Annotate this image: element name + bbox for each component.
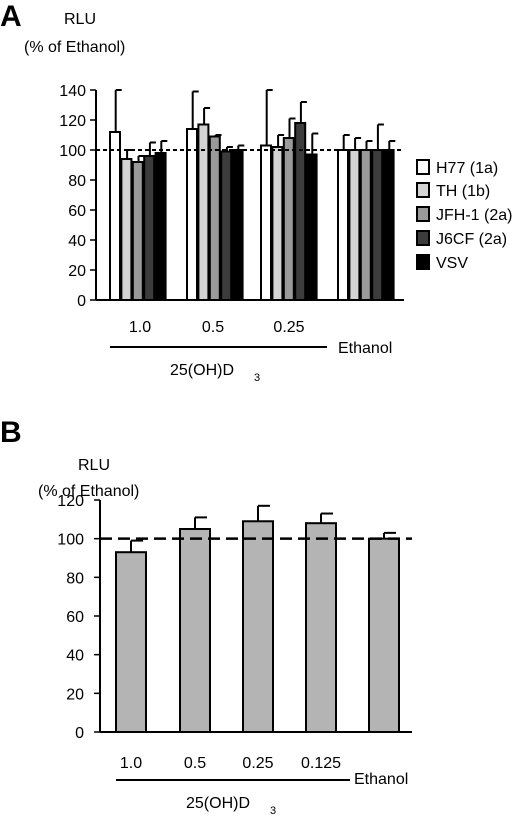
- panel-a-legend-label: TH (1b): [436, 183, 490, 200]
- panel-b-bar: [305, 522, 337, 734]
- panel-b-control-label: Ethanol: [354, 771, 408, 788]
- panel-a-legend-swatch: [416, 206, 430, 222]
- panel-b-y-tick-label: 100: [57, 532, 84, 549]
- panel-a-y-tick-label: 0: [77, 293, 86, 310]
- panel-b-bar: [115, 551, 147, 734]
- panel-b-bar: [242, 520, 274, 733]
- panel-b-group-label-subscript: 3: [270, 805, 276, 817]
- panel-a-group-label: 25(OH)D: [170, 362, 234, 379]
- panel-a-bar: [348, 149, 361, 301]
- panel-a-y-tick-label: 80: [68, 173, 86, 190]
- panel-a-bar: [271, 146, 284, 301]
- panel-a-legend-label: H77 (1a): [436, 160, 498, 177]
- panel-a-group-label-subscript: 3: [254, 372, 260, 384]
- panel-b-ylabel-line2: (% of Ethanol): [38, 483, 139, 500]
- panel-b-y-tick-label: 0: [75, 725, 84, 742]
- panel-a-bar: [231, 149, 244, 301]
- panel-a-bar: [337, 149, 349, 301]
- panel-a-bar: [371, 149, 384, 301]
- panel-b-letter: B: [0, 416, 22, 449]
- panel-a-bar: [305, 153, 318, 301]
- panel-b-y-tick-label: 60: [66, 609, 84, 626]
- panel-a-legend-label: J6CF (2a): [436, 231, 507, 248]
- panel-a-bar: [282, 137, 295, 301]
- panel-a-bar: [294, 122, 307, 301]
- panel-a-ylabel-line1: RLU: [64, 11, 96, 28]
- panel-a-chart: 0 20 40 60 80 100 120 140 1.0 0.5 0.25 Ethanol 25(OH…: [59, 83, 512, 384]
- panel-a-legend-label: VSV: [436, 255, 468, 272]
- panel-b-y-tick-label: 80: [66, 570, 84, 587]
- panel-a-bar: [220, 150, 233, 301]
- panel-a-control-label: Ethanol: [338, 340, 392, 357]
- panel-a-x-tick-label: 0.5: [202, 319, 224, 336]
- panel-a-y-tick-label: 40: [68, 233, 86, 250]
- panel-a-bar: [260, 144, 272, 301]
- panel-a-legend-swatch: [416, 230, 430, 246]
- panel-b-y-tick-label: 20: [66, 686, 84, 703]
- panel-a-bar: [382, 149, 395, 301]
- panel-a-bar: [186, 128, 198, 301]
- panel-b-y-tick-label: 120: [57, 493, 84, 510]
- panel-a-legend-swatch: [416, 254, 430, 270]
- panel-a-bar: [131, 161, 144, 301]
- panel-a-letter: A: [0, 0, 22, 33]
- panel-a-bar: [143, 155, 156, 301]
- panel-a-y-tick-label: 100: [59, 143, 86, 160]
- panel-b-y-tick-label: 40: [66, 648, 84, 665]
- panel-b-group-label: 25(OH)D: [186, 795, 250, 812]
- panel-a-y-tick-label: 140: [59, 83, 86, 100]
- panel-a-y-tick-label: 120: [59, 113, 86, 130]
- panel-b-chart: 0 20 40 60 80 100 120 1.0 0.5 0.25 0.125 Ethanol 25(…: [57, 493, 412, 817]
- panel-a-ylabel-line2: (% of Ethanol): [24, 39, 125, 56]
- panel-a-bar: [197, 123, 210, 301]
- panel-a-legend-label: JFH-1 (2a): [436, 207, 512, 224]
- panel-a-y-tick-label: 20: [68, 263, 86, 280]
- panel-b-x-tick-label: 0.5: [184, 755, 206, 772]
- panel-b-x-tick-label: 0.25: [242, 755, 273, 772]
- panel-a-legend-swatch: [416, 182, 430, 198]
- panel-a-legend-swatch: [416, 159, 430, 175]
- panel-a-bar: [208, 135, 221, 301]
- panel-a-bar: [120, 158, 133, 301]
- panel-a-bar: [109, 131, 121, 301]
- panel-a-x-tick-label: 0.25: [273, 319, 304, 336]
- panel-a-bar: [154, 152, 167, 301]
- panel-a-y-tick-label: 60: [68, 203, 86, 220]
- panel-a-x-tick-label: 1.0: [129, 319, 151, 336]
- panel-b-bar: [179, 528, 211, 733]
- panel-b-x-tick-label: 1.0: [120, 755, 142, 772]
- panel-b-x-tick-label: 0.125: [301, 755, 341, 772]
- panel-b-bar: [368, 537, 400, 734]
- panel-a-bar: [359, 149, 372, 301]
- panel-b-ylabel-line1: RLU: [78, 457, 110, 474]
